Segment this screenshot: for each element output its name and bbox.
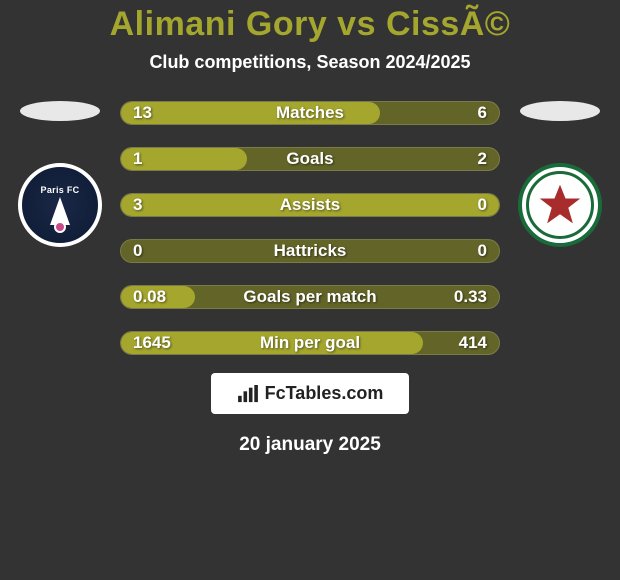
- attribution-box[interactable]: FcTables.com: [211, 373, 410, 414]
- comparison-title: Alimani Gory vs CissÃ©: [110, 5, 511, 44]
- stat-label: Hattricks: [121, 240, 499, 262]
- club-badge-left: Paris FC: [18, 163, 102, 247]
- bars-chart-icon: [237, 385, 259, 403]
- star-icon: [537, 182, 583, 228]
- stat-label: Min per goal: [121, 332, 499, 354]
- stat-bar: 0.080.33Goals per match: [120, 285, 500, 309]
- stat-bar: 12Goals: [120, 147, 500, 171]
- stat-label: Goals: [121, 148, 499, 170]
- stat-label: Assists: [121, 194, 499, 216]
- player-left-column: Paris FC: [0, 101, 120, 247]
- stat-bar: 1645414Min per goal: [120, 331, 500, 355]
- stat-bar: 00Hattricks: [120, 239, 500, 263]
- comparison-subtitle: Club competitions, Season 2024/2025: [149, 52, 470, 73]
- stat-bar: 136Matches: [120, 101, 500, 125]
- comparison-main: Paris FC 136Matches 12Goals 30Assists 00Hat…: [0, 101, 620, 355]
- stat-label: Matches: [121, 102, 499, 124]
- football-icon: [54, 221, 66, 233]
- comparison-date: 20 january 2025: [239, 434, 381, 456]
- club-badge-right: [518, 163, 602, 247]
- stat-label: Goals per match: [121, 286, 499, 308]
- player-right-placeholder: [520, 101, 600, 121]
- player-left-placeholder: [20, 101, 100, 121]
- attribution-label: FcTables.com: [265, 383, 384, 404]
- stat-bar: 30Assists: [120, 193, 500, 217]
- club-badge-left-label: Paris FC: [41, 185, 80, 195]
- player-right-column: [500, 101, 620, 247]
- stats-bars: 136Matches 12Goals 30Assists 00Hattricks 0.0…: [120, 101, 500, 355]
